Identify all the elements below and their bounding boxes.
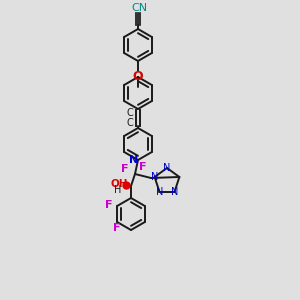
Text: N: N xyxy=(163,163,171,173)
Text: O: O xyxy=(133,70,143,83)
Text: F: F xyxy=(113,223,121,233)
Text: F: F xyxy=(139,162,147,172)
Text: F: F xyxy=(121,164,129,174)
Text: H: H xyxy=(114,185,122,195)
Text: C: C xyxy=(127,118,134,128)
Text: N: N xyxy=(129,155,139,165)
Text: N: N xyxy=(156,187,163,196)
Text: C: C xyxy=(127,108,134,118)
Text: F: F xyxy=(105,200,113,210)
Text: N: N xyxy=(151,172,158,182)
Text: OH: OH xyxy=(110,179,128,189)
Text: N: N xyxy=(171,187,178,196)
Text: CN: CN xyxy=(131,3,147,13)
